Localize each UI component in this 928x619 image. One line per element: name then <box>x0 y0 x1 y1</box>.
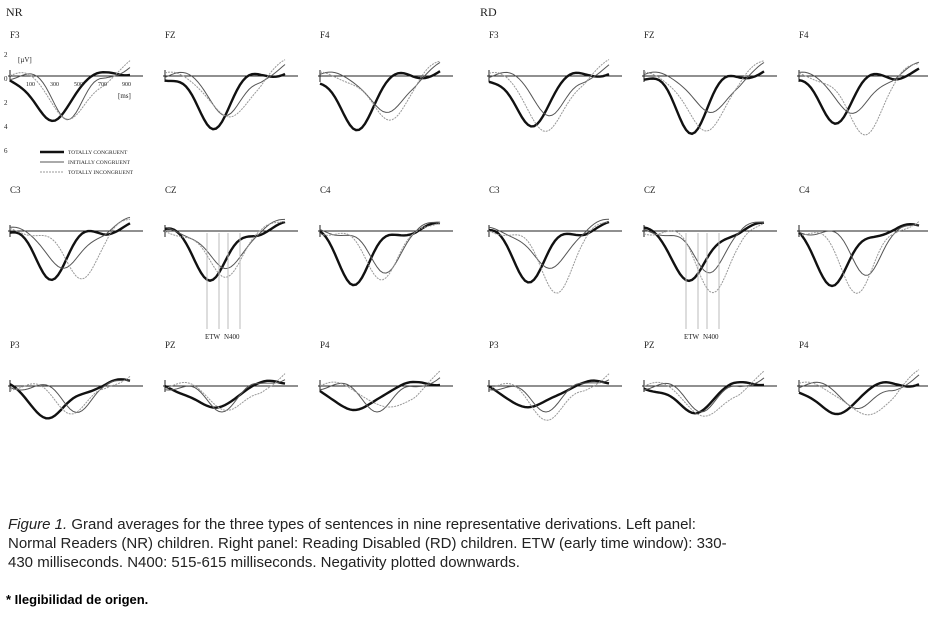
waveform <box>488 221 610 294</box>
waveform <box>798 224 920 276</box>
panel-label: C3 <box>10 185 21 195</box>
caption-text: Grand averages for the three types of se… <box>8 516 727 571</box>
waveform <box>9 376 131 415</box>
waveform <box>9 222 131 282</box>
panel-label: PZ <box>165 340 176 350</box>
waveform <box>488 218 610 269</box>
waveform <box>643 381 765 415</box>
panel-label: FZ <box>165 30 176 40</box>
waveform <box>643 221 765 274</box>
x-tick-label: 900 <box>122 82 131 88</box>
waveform <box>319 222 441 281</box>
waveform <box>488 64 610 117</box>
waveform <box>319 70 441 132</box>
waveform <box>643 222 765 294</box>
waveform <box>799 221 920 294</box>
waveform <box>488 373 610 421</box>
panel-label: PZ <box>644 340 655 350</box>
window-label: ETW <box>205 333 221 341</box>
waveform <box>9 70 131 123</box>
window-label: N400 <box>224 333 240 341</box>
waveform <box>9 216 131 269</box>
waveform <box>164 379 286 409</box>
y-tick-label: 4 <box>4 123 8 131</box>
x-tick-label: 100 <box>26 82 35 88</box>
waveform <box>798 374 920 409</box>
legend-label: TOTALLY CONGRUENT <box>68 150 128 156</box>
waveform <box>9 60 131 120</box>
panel-label: FZ <box>644 30 655 40</box>
waveform <box>319 61 441 113</box>
y-tick-label: 2 <box>4 51 8 59</box>
legend-label: TOTALLY INCONGRUENT <box>68 170 134 176</box>
panel-label: C3 <box>489 185 500 195</box>
y-tick-label: 6 <box>4 147 8 155</box>
y-unit: [µV] <box>18 56 32 64</box>
legend-label: INITIALLY CONGRUENT <box>68 160 131 166</box>
waveform <box>643 377 765 413</box>
panel-label: F4 <box>799 30 809 40</box>
panel-label: CZ <box>165 185 177 195</box>
x-tick-label: 300 <box>50 82 59 88</box>
figure: NR F3 [µV] [ms] 2 0 2 4 6 100 300 500 700 900 TOTALLY … <box>4 5 928 421</box>
waveform <box>164 59 286 118</box>
group-label: RD <box>480 5 497 19</box>
waveform <box>798 63 920 136</box>
waveform <box>164 373 286 411</box>
waveform <box>164 64 286 117</box>
waveform <box>643 62 765 114</box>
waveform <box>319 370 441 408</box>
waveform <box>164 379 286 413</box>
waveform <box>488 59 610 132</box>
waveform <box>164 72 286 131</box>
waveform <box>488 379 610 409</box>
waveform <box>164 220 286 282</box>
y-tick-label: 2 <box>4 99 8 107</box>
panel-label: F3 <box>10 30 20 40</box>
waveform <box>643 70 765 136</box>
waveform <box>798 380 920 416</box>
panel-label: F4 <box>320 30 330 40</box>
waveform <box>798 369 920 416</box>
waveform <box>643 370 765 417</box>
panel-label: P3 <box>489 340 499 350</box>
x-unit: [ms] <box>118 92 131 100</box>
x-tick-label: 700 <box>98 82 107 88</box>
waveform <box>9 379 131 413</box>
x-tick-label: 500 <box>74 82 83 88</box>
waveform <box>319 221 441 274</box>
y-tick-label: 0 <box>4 75 8 83</box>
waveform <box>488 71 610 128</box>
waveform <box>319 60 441 121</box>
waveform <box>319 221 441 287</box>
caption: Figure 1. Grand averages for the three t… <box>8 515 738 572</box>
waveform <box>319 380 441 412</box>
panel-label: CZ <box>644 185 656 195</box>
waveform <box>164 218 286 270</box>
window-label: ETW <box>684 333 700 341</box>
waveform <box>798 222 920 288</box>
waveform <box>9 218 131 280</box>
waveform <box>164 221 286 278</box>
caption-label: Figure 1. <box>8 516 68 533</box>
window-label: N400 <box>703 333 719 341</box>
panel-label: P3 <box>10 340 20 350</box>
panel-label: P4 <box>320 340 330 350</box>
waveform <box>319 377 441 413</box>
waveform <box>488 379 610 413</box>
waveform <box>798 61 920 114</box>
note: * Ilegibilidad de origen. <box>6 592 149 607</box>
waveform <box>643 221 764 283</box>
panel-label: C4 <box>320 185 331 195</box>
waveform <box>798 67 920 125</box>
panel-label: F3 <box>489 30 499 40</box>
group-label: NR <box>6 5 23 19</box>
waveform <box>643 60 765 132</box>
panel-label: P4 <box>799 340 809 350</box>
panel-label: C4 <box>799 185 810 195</box>
